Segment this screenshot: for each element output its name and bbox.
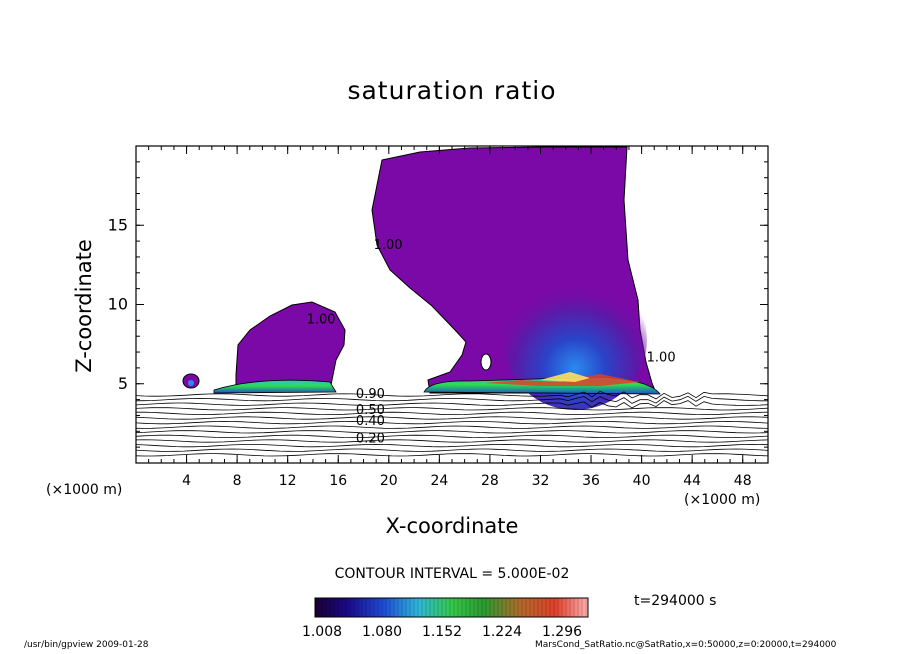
contour-line xyxy=(136,411,768,416)
axis-ticks xyxy=(136,146,768,463)
x-tick-label: 16 xyxy=(329,473,347,489)
contour-line xyxy=(136,443,768,448)
x-tick-label: 4 xyxy=(182,473,191,489)
footer-left: /usr/bin/gpview 2009-01-28 xyxy=(24,640,149,650)
contour-label: 0.40 xyxy=(356,414,385,429)
colorbar-labels: 1.008 1.080 1.152 1.224 1.296 xyxy=(302,624,582,640)
colorbar-stripes xyxy=(317,599,587,616)
band-hot xyxy=(485,374,640,386)
colorbar-label: 1.008 xyxy=(302,624,342,640)
x-tick-label: 28 xyxy=(481,473,499,489)
contour-label: 1.00 xyxy=(374,238,403,253)
y-tick-label: 10 xyxy=(108,295,128,314)
colorbar-label: 1.224 xyxy=(482,624,522,640)
contour-line xyxy=(136,434,768,439)
band-left xyxy=(213,379,337,394)
contour-line xyxy=(136,420,768,425)
x-tick-label: 40 xyxy=(633,473,651,489)
footer-right: MarsCond_SatRatio.nc@SatRatio,x=0:50000,… xyxy=(535,640,837,650)
x-tick-label: 44 xyxy=(683,473,701,489)
contour-label: 1.00 xyxy=(647,351,676,366)
contour-line xyxy=(136,390,768,400)
colorbar-label: 1.152 xyxy=(422,624,462,640)
contour-label: 1.00 xyxy=(307,313,336,328)
time-label: t=294000 s xyxy=(634,593,717,609)
contour-lines xyxy=(136,390,768,457)
contour-line xyxy=(136,416,768,420)
contour-label: 0.20 xyxy=(356,431,385,446)
contour-labels: 1.00 1.00 1.00 0.900.500.40 0.20 xyxy=(307,238,676,446)
contour-line xyxy=(136,448,768,452)
contour-line xyxy=(136,395,768,404)
y-tick-label: 5 xyxy=(118,374,128,393)
x-tick-label: 12 xyxy=(279,473,297,489)
unsaturated-hole xyxy=(480,353,492,371)
contour-line xyxy=(136,400,768,409)
x-tick-label: 32 xyxy=(532,473,550,489)
contour-line xyxy=(136,453,768,457)
x-unit-right: (×1000 m) xyxy=(684,492,761,508)
y-axis-label: Z-coordinate xyxy=(72,239,96,373)
colorbar xyxy=(314,597,589,618)
x-tick-label: 24 xyxy=(430,473,448,489)
small-core xyxy=(188,380,194,386)
chart-title: saturation ratio xyxy=(347,76,557,105)
enhanced-core xyxy=(503,270,647,410)
band-peak xyxy=(540,372,590,382)
contour-line xyxy=(136,425,768,429)
y-tick-label: 15 xyxy=(108,215,128,234)
x-axis-label: X-coordinate xyxy=(385,514,519,538)
contour-line xyxy=(136,407,768,411)
contour-line xyxy=(136,430,768,434)
contour-interval: CONTOUR INTERVAL = 5.000E-02 xyxy=(334,566,570,582)
x-tick-label: 20 xyxy=(380,473,398,489)
heatmap-field xyxy=(136,146,768,457)
contour-label: 0.90 xyxy=(356,387,385,402)
contour-label: 0.50 xyxy=(356,403,385,418)
colorbar-label: 1.080 xyxy=(362,624,402,640)
contour-line xyxy=(136,439,768,443)
x-tick-label: 8 xyxy=(233,473,242,489)
x-tick-label: 48 xyxy=(734,473,752,489)
x-tick-label: 36 xyxy=(582,473,600,489)
colorbar-label: 1.296 xyxy=(542,624,582,640)
x-unit-left: (×1000 m) xyxy=(46,482,123,498)
